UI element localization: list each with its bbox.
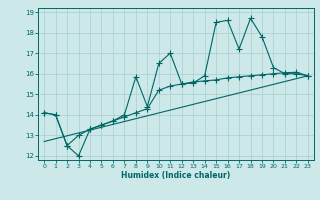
X-axis label: Humidex (Indice chaleur): Humidex (Indice chaleur) <box>121 171 231 180</box>
